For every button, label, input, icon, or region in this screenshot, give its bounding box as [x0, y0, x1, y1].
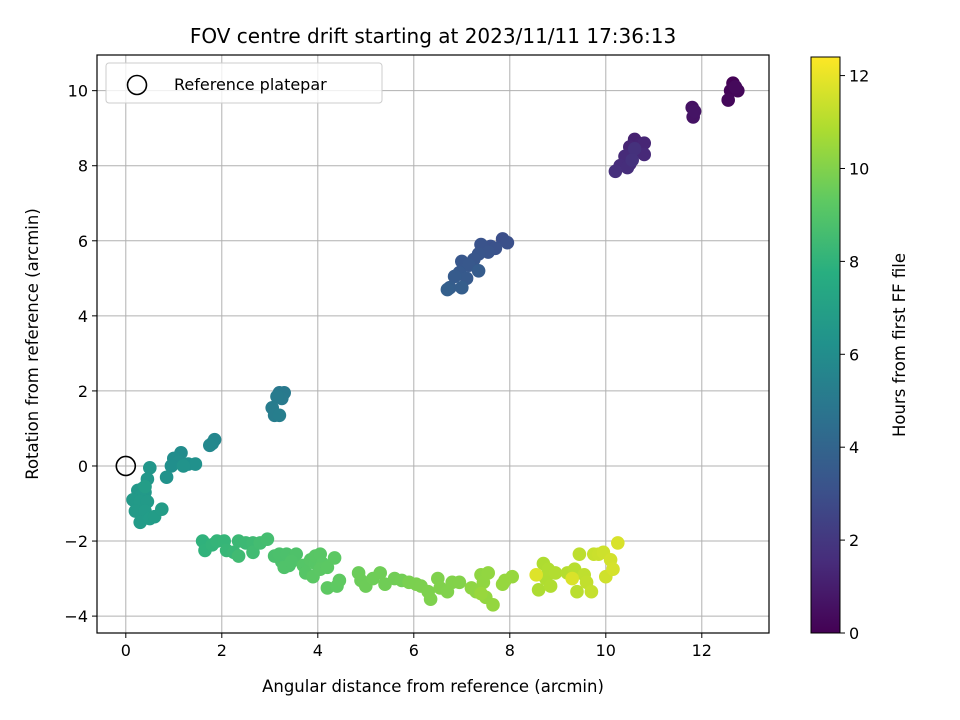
- y-tick-label: −4: [64, 607, 88, 626]
- x-tick-label: 12: [692, 641, 712, 660]
- colorbar-tick-label: 2: [849, 531, 859, 550]
- reference-point-marker: [115, 455, 137, 477]
- data-point: [486, 598, 500, 612]
- data-point: [500, 235, 515, 250]
- colorbar-ticks: 0 2 4 6 8 10 12: [840, 67, 869, 643]
- y-tick-label: −2: [64, 532, 88, 551]
- colorbar: [810, 56, 841, 634]
- data-point: [260, 532, 275, 546]
- data-point: [505, 569, 519, 584]
- data-point: [143, 461, 157, 475]
- y-tick-label: 0: [78, 457, 88, 476]
- data-point: [447, 269, 462, 284]
- x-tick-label: 0: [121, 641, 131, 660]
- data-point: [373, 566, 388, 580]
- chart-title: FOV centre drift starting at 2023/11/11 …: [190, 24, 676, 48]
- colorbar-tick-label: 10: [849, 159, 869, 178]
- y-axis-label: Rotation from reference (arcmin): [23, 208, 42, 480]
- x-tick-label: 4: [313, 641, 323, 660]
- colorbar-tick-label: 6: [849, 345, 859, 364]
- legend-label: Reference platepar: [174, 75, 327, 94]
- data-point: [611, 536, 625, 550]
- x-tick-label: 6: [409, 641, 419, 660]
- data-point: [625, 153, 639, 167]
- colorbar-tick-label: 12: [849, 67, 869, 86]
- data-point: [332, 573, 347, 588]
- data-point: [159, 470, 174, 485]
- data-point: [270, 389, 284, 404]
- data-point: [687, 104, 702, 119]
- data-point: [565, 571, 579, 586]
- colorbar-tick-label: 0: [849, 624, 859, 643]
- legend-box: [105, 62, 383, 104]
- data-point: [531, 583, 546, 597]
- data-point: [320, 560, 335, 575]
- data-points: [126, 76, 745, 612]
- data-point: [231, 549, 246, 563]
- y-tick-label: 4: [78, 307, 88, 326]
- data-point: [423, 592, 438, 607]
- data-point: [543, 579, 558, 593]
- data-point: [327, 551, 342, 565]
- data-point: [471, 264, 486, 278]
- data-point: [128, 504, 143, 518]
- data-point: [452, 575, 467, 590]
- data-point: [529, 568, 543, 582]
- y-tick-label: 2: [78, 382, 88, 401]
- data-point: [440, 282, 455, 297]
- data-point: [188, 457, 203, 471]
- x-tick-label: 10: [596, 641, 616, 660]
- data-point: [728, 80, 743, 94]
- x-tick-label: 8: [505, 641, 515, 660]
- colorbar-tick-label: 4: [849, 438, 859, 457]
- data-point: [272, 408, 287, 423]
- y-tick-label: 8: [78, 157, 88, 176]
- plot-frame: [96, 54, 770, 634]
- data-point: [155, 502, 169, 516]
- legend: Reference platepar: [105, 62, 383, 104]
- x-tick-label: 2: [217, 641, 227, 660]
- data-point: [203, 438, 217, 453]
- data-point: [138, 479, 152, 494]
- grid: [97, 55, 769, 633]
- x-axis-ticks: 0 2 4 6 8 10 12: [121, 633, 712, 660]
- data-point: [627, 142, 642, 156]
- data-point: [548, 566, 563, 580]
- colorbar-tick-label: 8: [849, 252, 859, 271]
- data-point: [608, 164, 623, 179]
- data-point: [246, 545, 260, 560]
- data-point: [284, 554, 299, 569]
- data-point: [721, 93, 735, 107]
- data-point: [570, 584, 584, 599]
- data-point: [572, 547, 587, 561]
- legend-marker: [126, 74, 148, 96]
- data-point: [584, 584, 599, 599]
- x-axis-label: Angular distance from reference (arcmin): [262, 677, 604, 696]
- data-point: [481, 566, 496, 580]
- y-axis-ticks: −4 −2 0 2 4 6 8 10: [64, 82, 97, 626]
- y-tick-label: 10: [68, 82, 88, 101]
- y-tick-label: 6: [78, 232, 88, 251]
- data-point: [474, 586, 488, 601]
- data-point: [606, 562, 620, 576]
- colorbar-label: Hours from first FF file: [890, 253, 909, 437]
- data-point: [164, 459, 179, 473]
- data-point: [455, 280, 469, 295]
- data-point: [176, 459, 191, 473]
